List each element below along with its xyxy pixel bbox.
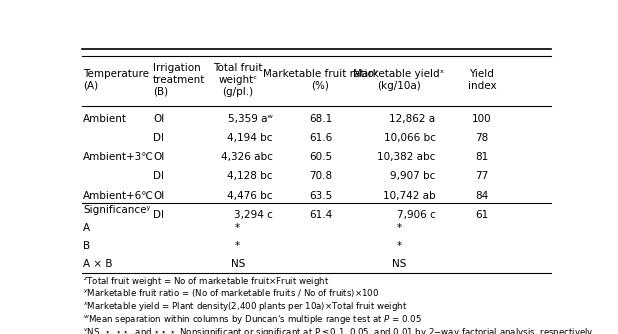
Text: Significanceʸ: Significanceʸ xyxy=(83,205,150,215)
Text: 4,326 abc: 4,326 abc xyxy=(221,152,273,162)
Text: NS: NS xyxy=(392,259,406,269)
Text: Marketable yieldˣ
(kg/10a): Marketable yieldˣ (kg/10a) xyxy=(353,69,445,91)
Text: $^z$Total fruit weight = No of marketable fruit$\times$Fruit weight: $^z$Total fruit weight = No of marketabl… xyxy=(83,275,329,288)
Text: 4,128 bc: 4,128 bc xyxy=(227,171,273,181)
Text: Ambient: Ambient xyxy=(83,114,127,124)
Text: $^w$Mean separation within columns by Duncan's multiple range test at $P$ = 0.05: $^w$Mean separation within columns by Du… xyxy=(83,313,422,326)
Text: Irrigation
treatment
(B): Irrigation treatment (B) xyxy=(153,63,205,97)
Text: NS: NS xyxy=(231,259,245,269)
Text: Ambient+3℃: Ambient+3℃ xyxy=(83,152,154,162)
Text: 4,476 bc: 4,476 bc xyxy=(227,191,273,201)
Text: 10,382 abc: 10,382 abc xyxy=(377,152,436,162)
Text: Yield
index: Yield index xyxy=(468,69,496,91)
Text: *: * xyxy=(235,223,240,233)
Text: *: * xyxy=(397,223,402,233)
Text: B: B xyxy=(83,241,90,251)
Text: Ambient+6℃: Ambient+6℃ xyxy=(83,191,154,201)
Text: 61: 61 xyxy=(475,210,489,220)
Text: Marketable fruit ratioʸ
(%): Marketable fruit ratioʸ (%) xyxy=(263,69,378,91)
Text: 81: 81 xyxy=(475,152,489,162)
Text: Temperature
(A): Temperature (A) xyxy=(83,69,149,91)
Text: 68.1: 68.1 xyxy=(309,114,332,124)
Text: 12,862 a: 12,862 a xyxy=(389,114,436,124)
Text: 10,066 bc: 10,066 bc xyxy=(384,133,436,143)
Text: A × B: A × B xyxy=(83,259,112,269)
Text: Total fruit
weightᶜ
(g/pl.): Total fruit weightᶜ (g/pl.) xyxy=(213,63,263,97)
Text: 10,742 ab: 10,742 ab xyxy=(383,191,436,201)
Text: $^v$NS, $\star$, $\star\star$, and $\star\star\star$ Nonsignificant or significa: $^v$NS, $\star$, $\star\star$, and $\sta… xyxy=(83,326,596,334)
Text: $^x$Marketable yield = Plant density(2,400 plants per 10a)$\times$Total fruit we: $^x$Marketable yield = Plant density(2,4… xyxy=(83,300,407,313)
Text: 4,194 bc: 4,194 bc xyxy=(227,133,273,143)
Text: $^y$Marketable fruit ratio = (No of marketable fruits / No of fruits)$\times$100: $^y$Marketable fruit ratio = (No of mark… xyxy=(83,288,379,300)
Text: 63.5: 63.5 xyxy=(309,191,332,201)
Text: OI: OI xyxy=(153,191,164,201)
Text: *: * xyxy=(397,241,402,251)
Text: 3,294 c: 3,294 c xyxy=(234,210,273,220)
Text: 100: 100 xyxy=(472,114,492,124)
Text: 9,907 bc: 9,907 bc xyxy=(390,171,436,181)
Text: OI: OI xyxy=(153,152,164,162)
Text: 5,359 aʷ: 5,359 aʷ xyxy=(228,114,273,124)
Text: OI: OI xyxy=(153,114,164,124)
Text: 61.4: 61.4 xyxy=(309,210,332,220)
Text: 78: 78 xyxy=(475,133,489,143)
Text: 77: 77 xyxy=(475,171,489,181)
Text: 70.8: 70.8 xyxy=(309,171,332,181)
Text: DI: DI xyxy=(153,210,164,220)
Text: DI: DI xyxy=(153,171,164,181)
Text: 84: 84 xyxy=(475,191,489,201)
Text: A: A xyxy=(83,223,90,233)
Text: 60.5: 60.5 xyxy=(309,152,332,162)
Text: 61.6: 61.6 xyxy=(309,133,332,143)
Text: *: * xyxy=(235,241,240,251)
Text: 7,906 c: 7,906 c xyxy=(397,210,436,220)
Text: DI: DI xyxy=(153,133,164,143)
